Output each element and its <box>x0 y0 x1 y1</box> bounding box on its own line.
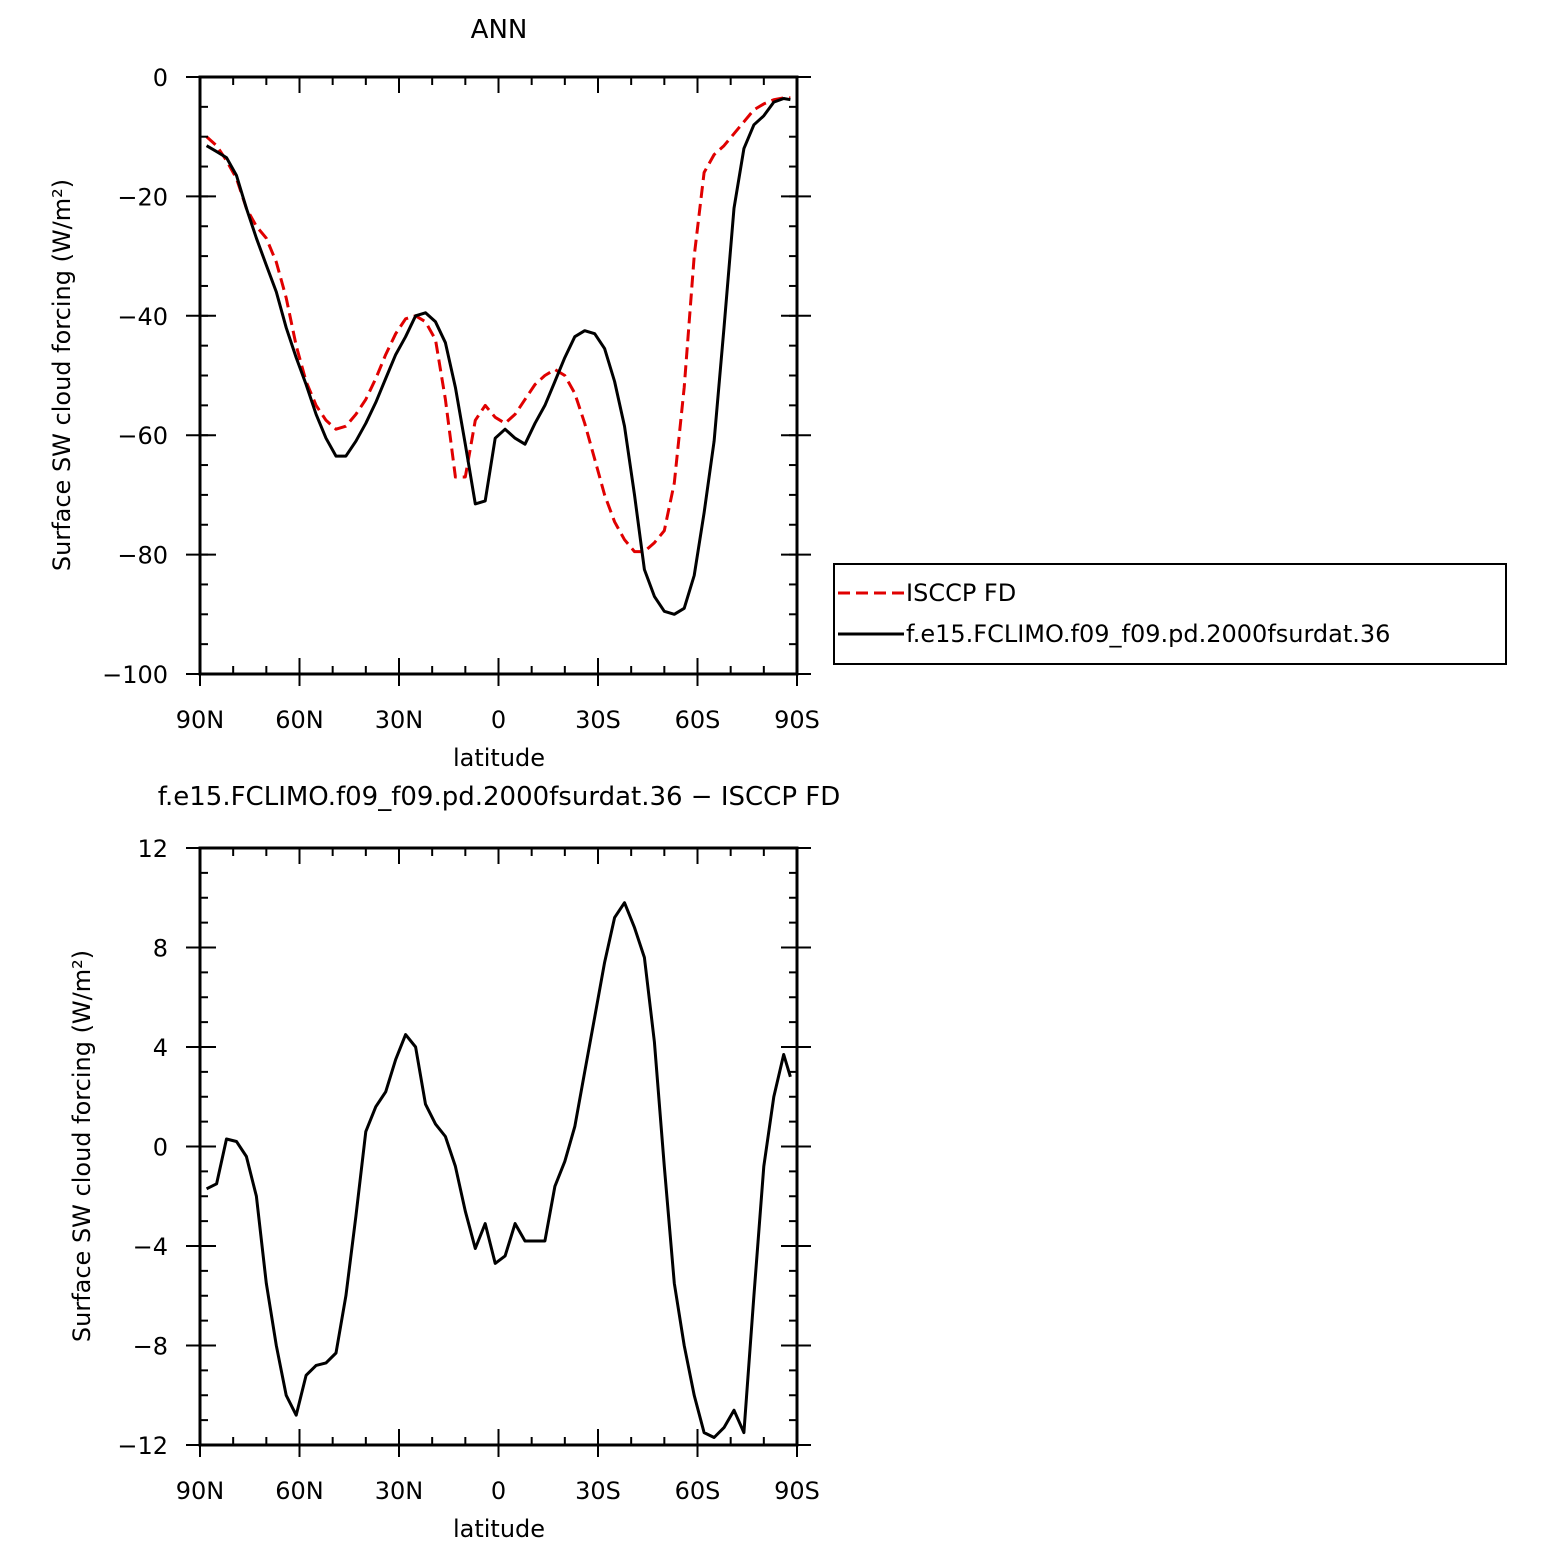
top-panel: ANN 90N 60N 30N 0 30S 60S 90S 0 −20 −40 −60 −80 −100… <box>48 15 1507 772</box>
chart-1-y-tick-label: 8 <box>153 935 168 963</box>
chart-0-y-tick-label: −100 <box>102 661 168 689</box>
top-y-axis-label: Surface SW cloud forcing (W/m²) <box>48 179 76 571</box>
chart-0-x-tick-label: 90N <box>176 706 225 734</box>
chart-1-y-tick-label: −12 <box>117 1432 168 1460</box>
chart-0-x-tick-label: 90S <box>774 706 820 734</box>
chart-0-x-tick-label: 60S <box>675 706 721 734</box>
chart-0-x-tick-label: 30S <box>575 706 621 734</box>
chart-1-y-tick-label: −4 <box>133 1233 168 1261</box>
legend-label-isccp: ISCCP FD <box>906 579 1016 607</box>
chart-0-series-line-1 <box>205 97 791 616</box>
chart-1-y-tick-label: 12 <box>137 835 168 863</box>
chart-1-x-tick-label: 30S <box>575 1477 621 1505</box>
legend: ISCCP FD f.e15.FCLIMO.f09_f09.pd.2000fsu… <box>833 563 1507 665</box>
chart-0-y-tick-label: −80 <box>117 542 168 570</box>
chart-0-y-tick-label: −20 <box>117 183 168 211</box>
chart-1-y-tick-label: 4 <box>153 1034 168 1062</box>
chart-0-plot-frame <box>198 75 799 676</box>
chart-0-x-tick-label: 30N <box>375 706 424 734</box>
chart-0-x-tick-label: 60N <box>275 706 324 734</box>
bottom-x-axis-label: latitude <box>453 1515 545 1543</box>
bottom-y-axis-label: Surface SW cloud forcing (W/m²) <box>68 950 96 1342</box>
chart-0-y-tick-label: −60 <box>117 422 168 450</box>
bottom-panel: f.e15.FCLIMO.f09_f09.pd.2000fsurdat.36 −… <box>68 782 840 1543</box>
top-plot-area: 90N 60N 30N 0 30S 60S 90S 0 −20 −40 −60 −80 −100 <box>102 64 820 734</box>
chart-1-x-tick-label: 90S <box>774 1477 820 1505</box>
chart-1-y-tick-label: −8 <box>133 1333 168 1361</box>
chart-1-x-tick-label: 90N <box>176 1477 225 1505</box>
legend-box <box>833 563 1507 665</box>
chart-1-y-tick-label: 0 <box>153 1134 168 1162</box>
chart-1-series-line-0 <box>205 901 792 1439</box>
legend-label-model: f.e15.FCLIMO.f09_f09.pd.2000fsurdat.36 <box>906 620 1390 648</box>
chart-0-series-line-0 <box>205 96 791 554</box>
chart-1-x-tick-label: 60N <box>275 1477 324 1505</box>
chart-1-plot-frame <box>198 846 799 1447</box>
bottom-plot-area: 90N 60N 30N 0 30S 60S 90S 12 8 4 0 −4 −8 −12 <box>117 835 820 1505</box>
chart-1-x-tick-label: 0 <box>491 1477 506 1505</box>
top-chart-title: ANN <box>471 15 528 45</box>
chart-1-x-tick-label: 60S <box>675 1477 721 1505</box>
top-x-axis-label: latitude <box>453 744 545 772</box>
chart-0-x-tick-label: 0 <box>491 706 506 734</box>
bottom-chart-title: f.e15.FCLIMO.f09_f09.pd.2000fsurdat.36 −… <box>158 782 841 812</box>
chart-0-y-tick-label: −40 <box>117 303 168 331</box>
chart-0-y-tick-label: 0 <box>153 64 168 92</box>
chart-1-x-tick-label: 30N <box>375 1477 424 1505</box>
